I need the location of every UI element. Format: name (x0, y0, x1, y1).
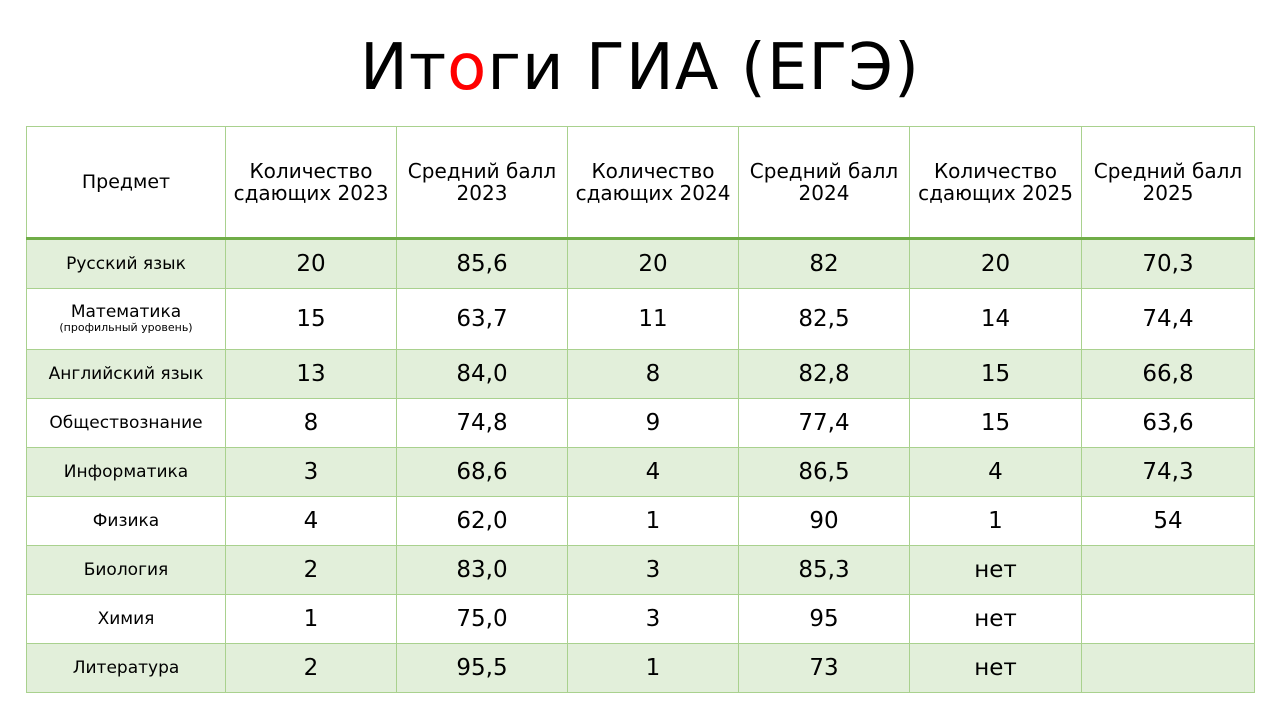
results-table: Предмет Количество сдающих 2023 Средний … (26, 126, 1255, 693)
subject-cell: Английский язык (26, 349, 226, 399)
subject-cell: Биология (26, 545, 226, 595)
header-subject: Предмет (26, 126, 226, 240)
cell-score-2025: 66,8 (1081, 349, 1255, 399)
cell-score-2024: 95 (738, 594, 910, 644)
cell-score-2023: 75,0 (396, 594, 568, 644)
cell-score-2025 (1081, 643, 1255, 693)
table-header: Предмет Количество сдающих 2023 Средний … (26, 126, 1255, 240)
cell-count-2025: 20 (909, 238, 1082, 289)
cell-score-2024: 85,3 (738, 545, 910, 595)
cell-score-2025 (1081, 594, 1255, 644)
subject-cell: Обществознание (26, 398, 226, 448)
cell-count-2024: 9 (567, 398, 739, 448)
cell-count-2023: 15 (225, 288, 397, 350)
subject-name: Русский язык (66, 254, 186, 274)
header-count-2023: Количество сдающих 2023 (225, 126, 397, 240)
cell-count-2024: 4 (567, 447, 739, 497)
subject-cell: Литература (26, 643, 226, 693)
table-row: Физика 4 62,0 1 90 1 54 (26, 496, 1255, 546)
subject-name: Английский язык (48, 364, 204, 384)
header-count-2024: Количество сдающих 2024 (567, 126, 739, 240)
header-score-2025: Средний балл 2025 (1081, 126, 1255, 240)
cell-score-2025: 63,6 (1081, 398, 1255, 448)
cell-count-2023: 4 (225, 496, 397, 546)
cell-score-2024: 82,8 (738, 349, 910, 399)
cell-score-2025: 74,3 (1081, 447, 1255, 497)
cell-score-2023: 95,5 (396, 643, 568, 693)
subject-name: Биология (83, 560, 169, 580)
subject-name: Обществознание (49, 413, 203, 433)
cell-count-2024: 3 (567, 545, 739, 595)
cell-score-2023: 62,0 (396, 496, 568, 546)
cell-count-2025: нет (909, 594, 1082, 644)
cell-count-2023: 8 (225, 398, 397, 448)
page-title: Итоги ГИА (ЕГЭ) (0, 28, 1280, 108)
subject-cell: Русский язык (26, 238, 226, 289)
cell-score-2023: 74,8 (396, 398, 568, 448)
cell-score-2023: 85,6 (396, 238, 568, 289)
cell-count-2023: 2 (225, 545, 397, 595)
subject-note: (профильный уровень) (59, 321, 193, 334)
subject-name: Информатика (63, 462, 189, 482)
cell-count-2024: 3 (567, 594, 739, 644)
cell-score-2023: 84,0 (396, 349, 568, 399)
table-row: Математика (профильный уровень) 15 63,7 11 82… (26, 288, 1255, 350)
header-count-2025: Количество сдающих 2025 (909, 126, 1082, 240)
table-row: Биология 2 83,0 3 85,3 нет (26, 545, 1255, 595)
cell-score-2023: 83,0 (396, 545, 568, 595)
cell-score-2024: 73 (738, 643, 910, 693)
header-score-2024: Средний балл 2024 (738, 126, 910, 240)
cell-score-2023: 63,7 (396, 288, 568, 350)
subject-cell: Математика (профильный уровень) (26, 288, 226, 350)
subject-name: Математика (70, 302, 182, 322)
subject-cell: Физика (26, 496, 226, 546)
cell-score-2024: 82,5 (738, 288, 910, 350)
cell-count-2023: 3 (225, 447, 397, 497)
cell-count-2023: 2 (225, 643, 397, 693)
subject-name: Химия (97, 609, 155, 629)
cell-score-2024: 82 (738, 238, 910, 289)
table-row: Русский язык 20 85,6 20 82 20 70,3 (26, 238, 1255, 289)
cell-count-2025: 1 (909, 496, 1082, 546)
cell-count-2024: 8 (567, 349, 739, 399)
cell-count-2023: 20 (225, 238, 397, 289)
cell-count-2024: 20 (567, 238, 739, 289)
title-part-2: ги ГИА (ЕГЭ) (487, 31, 920, 105)
header-row: Предмет Количество сдающих 2023 Средний … (26, 126, 1255, 240)
header-score-2023: Средний балл 2023 (396, 126, 568, 240)
cell-count-2025: 4 (909, 447, 1082, 497)
cell-count-2025: 14 (909, 288, 1082, 350)
subject-name: Физика (92, 511, 160, 531)
title-part-1: Ит (360, 31, 448, 105)
cell-count-2024: 1 (567, 643, 739, 693)
cell-score-2025 (1081, 545, 1255, 595)
cell-count-2025: нет (909, 643, 1082, 693)
cell-score-2025: 74,4 (1081, 288, 1255, 350)
cell-count-2023: 13 (225, 349, 397, 399)
table-row: Химия 1 75,0 3 95 нет (26, 594, 1255, 644)
cell-score-2024: 86,5 (738, 447, 910, 497)
table-row: Информатика 3 68,6 4 86,5 4 74,3 (26, 447, 1255, 497)
cell-count-2023: 1 (225, 594, 397, 644)
table-row: Английский язык 13 84,0 8 82,8 15 66,8 (26, 349, 1255, 399)
cell-score-2025: 70,3 (1081, 238, 1255, 289)
cell-score-2025: 54 (1081, 496, 1255, 546)
cell-score-2024: 90 (738, 496, 910, 546)
cell-score-2023: 68,6 (396, 447, 568, 497)
subject-cell: Информатика (26, 447, 226, 497)
subject-cell: Химия (26, 594, 226, 644)
table-row: Обществознание 8 74,8 9 77,4 15 63,6 (26, 398, 1255, 448)
table-row: Литература 2 95,5 1 73 нет (26, 643, 1255, 693)
cell-count-2025: нет (909, 545, 1082, 595)
cell-count-2024: 1 (567, 496, 739, 546)
title-accent-letter: о (447, 31, 488, 105)
cell-score-2024: 77,4 (738, 398, 910, 448)
cell-count-2025: 15 (909, 398, 1082, 448)
cell-count-2025: 15 (909, 349, 1082, 399)
table-body: Русский язык 20 85,6 20 82 20 70,3 Математика (п… (26, 238, 1255, 693)
cell-count-2024: 11 (567, 288, 739, 350)
subject-name: Литература (72, 658, 180, 678)
